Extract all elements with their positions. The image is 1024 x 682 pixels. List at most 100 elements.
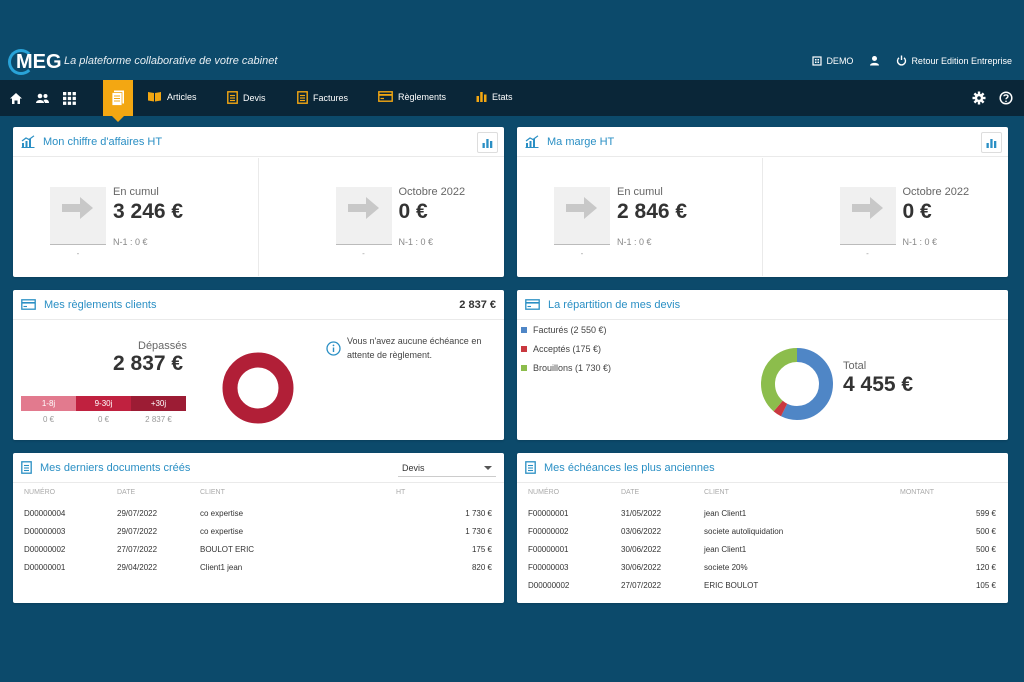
select-value: Devis [402, 463, 425, 473]
table-cell: 820 € [471, 563, 492, 572]
table-cell: 27/07/2022 [117, 545, 158, 554]
legend-swatch [521, 346, 527, 352]
bar-chart-icon [986, 138, 997, 148]
home-icon[interactable] [8, 90, 24, 106]
table-cell: co expertise [200, 527, 244, 536]
kpi-value: 2 846 € [617, 200, 688, 223]
total-amount: 2 837 € [459, 299, 496, 311]
info-icon [326, 341, 341, 356]
table-cell[interactable]: D00000002 [528, 581, 570, 590]
table-cell: societe autoliquidation [704, 527, 784, 536]
nav-reglements-label: Règlements [398, 91, 447, 102]
card-title: Mes derniers documents créés [40, 461, 191, 474]
info-message: Vous n'avez aucune échéance en attente d… [347, 336, 482, 360]
segment-value: 2 837 € [145, 415, 172, 424]
table-cell: 29/07/2022 [117, 509, 158, 518]
chiffre-affaires-card: Mon chiffre d'affaires HT - En cumul 3 2… [13, 127, 504, 277]
nav-factures-label: Factures [313, 92, 349, 103]
column-header: DATE [117, 489, 136, 496]
table-cell[interactable]: D00000002 [24, 545, 66, 554]
demo-button[interactable]: DEMO [812, 56, 853, 66]
nav-dashboard-active[interactable] [103, 80, 133, 122]
kpi-placeholder-box: - [839, 187, 896, 258]
document-type-select[interactable]: Devis [398, 459, 496, 477]
chart-toggle-button[interactable] [981, 132, 1002, 153]
card-title: Mes échéances les plus anciennes [544, 461, 715, 474]
kpi-dash: - [580, 249, 584, 258]
table-cell[interactable]: D00000001 [24, 563, 66, 572]
arrow-right-icon [347, 197, 379, 219]
column-header: CLIENT [704, 489, 729, 496]
table-cell: 31/05/2022 [621, 509, 662, 518]
kpi-cumul: - En cumul 2 846 € N-1 : 0 € [517, 158, 763, 276]
users-icon[interactable] [34, 90, 50, 106]
card-header: Ma marge HT [517, 127, 1008, 157]
kpi-placeholder-box: - [335, 187, 392, 258]
table-cell[interactable]: D00000003 [24, 527, 66, 536]
segment-label: 9-30j [94, 399, 113, 408]
legend-item-brouillons[interactable]: Brouillons (1 730 €) [521, 363, 611, 373]
kpi-previous: N-1 : 0 € [902, 237, 938, 247]
table-cell[interactable]: F00000003 [528, 563, 569, 572]
card-header: Mon chiffre d'affaires HT [13, 127, 504, 157]
kpi-dash: - [362, 249, 365, 258]
meg-logo[interactable]: MEG [8, 48, 62, 76]
donut-slice-2[interactable] [761, 348, 833, 420]
table-cell[interactable]: D00000004 [24, 509, 66, 518]
kpi-month: - Octobre 2022 0 € N-1 : 0 € [763, 158, 1009, 276]
demo-label: DEMO [826, 55, 854, 66]
card-header: La répartition de mes devis [517, 290, 1008, 320]
kpi-label: En cumul [113, 186, 159, 198]
power-icon [897, 55, 907, 66]
total-value: 4 455 € [843, 373, 914, 396]
table-cell: 1 730 € [465, 509, 492, 518]
total-label: Total [843, 360, 867, 372]
kpi-previous: N-1 : 0 € [617, 237, 652, 247]
nav-reglements[interactable]: Règlements [378, 91, 446, 102]
retour-label: Retour Edition Entreprise [911, 55, 1012, 66]
segment-9-30j[interactable]: 9-30j [76, 396, 131, 411]
table-cell: co expertise [200, 509, 244, 518]
segment-30j-plus[interactable]: +30j [131, 396, 186, 411]
echeances-card: Mes échéances les plus anciennes NUMÉRO D… [517, 453, 1008, 603]
user-button[interactable] [869, 55, 880, 66]
document-icon [227, 91, 238, 104]
apps-grid-icon[interactable] [61, 90, 77, 106]
help-icon[interactable] [998, 90, 1014, 106]
nav-factures[interactable]: Factures [297, 91, 348, 104]
card-payment-icon [525, 299, 540, 310]
bar-chart-icon [476, 92, 487, 102]
table-cell: Client1 jean [200, 563, 243, 572]
legend-item-acceptes[interactable]: Acceptés (175 €) [521, 344, 601, 354]
building-icon [812, 55, 823, 66]
table-cell[interactable]: F00000001 [528, 545, 569, 554]
table-cell: 105 € [975, 581, 996, 590]
table-cell: 500 € [975, 545, 996, 554]
table-cell[interactable]: F00000002 [528, 527, 569, 536]
legend-label: Facturés (2 550 €) [533, 325, 607, 335]
user-icon [870, 56, 880, 66]
table-cell: 27/07/2022 [621, 581, 662, 590]
nav-articles-label: Articles [167, 91, 197, 102]
table-cell: 29/04/2022 [117, 563, 158, 572]
nav-devis[interactable]: Devis [227, 91, 266, 104]
devis-donut-chart [761, 348, 833, 420]
nav-etats-label: Etats [492, 91, 513, 102]
table-cell[interactable]: F00000001 [528, 509, 569, 518]
table-cell: 03/06/2022 [621, 527, 662, 536]
legend-item-factures[interactable]: Facturés (2 550 €) [521, 325, 607, 335]
segment-1-8j[interactable]: 1-8j [21, 396, 76, 411]
nav-articles[interactable]: Articles [147, 91, 197, 102]
retour-edition-button[interactable]: Retour Edition Entreprise [896, 55, 1012, 66]
growth-chart-icon [21, 135, 35, 148]
nav-etats[interactable]: Etats [476, 91, 513, 102]
settings-gear-icon[interactable] [971, 90, 987, 106]
column-header: NUMÉRO [528, 489, 560, 496]
kpi-previous: N-1 : 0 € [113, 237, 148, 247]
card-header: Mes échéances les plus anciennes [517, 453, 1008, 483]
table-cell: 175 € [471, 545, 492, 554]
column-header: DATE [621, 489, 640, 496]
depasses-value: 2 837 € [113, 352, 184, 375]
kpi-label: Octobre 2022 [902, 186, 970, 198]
chart-toggle-button[interactable] [477, 132, 498, 153]
